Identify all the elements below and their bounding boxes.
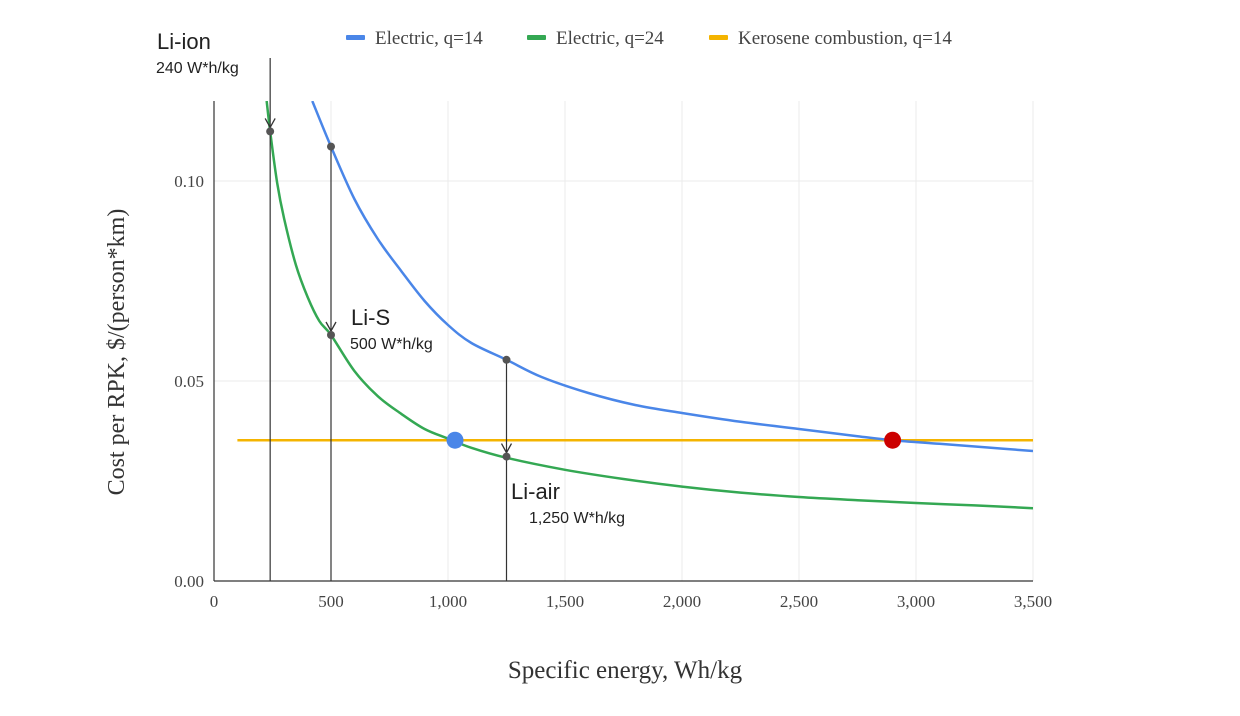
label-li-air-title: Li-air <box>511 479 560 504</box>
legend-label-electric-q-24: Electric, q=24 <box>556 28 664 49</box>
legend: Electric, q=14 Electric, q=24 Kerosene com… <box>346 28 952 49</box>
x-tick-label: 3,500 <box>1014 592 1052 611</box>
legend-swatch-kerosene-combustion-q-14 <box>709 35 728 40</box>
y-tick-label: 0.05 <box>174 372 204 391</box>
legend-label-electric-q-14: Electric, q=14 <box>375 28 483 49</box>
dot-li-ion <box>266 127 275 136</box>
dot-top-li-air <box>502 355 511 364</box>
blue-marker <box>446 431 464 449</box>
y-tick-label: 0.00 <box>174 572 204 591</box>
red-marker <box>884 431 902 449</box>
label-li-ion-subtitle: 240 W*h/kg <box>156 60 239 77</box>
x-tick-label: 2,000 <box>663 592 701 611</box>
label-li-s-title: Li-S <box>351 305 390 330</box>
annotation-layer: Li-ion 240 W*h/kg Li-S 500 W*h/kg Li-air 1,25… <box>156 29 625 581</box>
y-axis-title: Cost per RPK, $/(person*km) <box>104 209 130 496</box>
legend-swatch-electric-q-14 <box>346 35 365 40</box>
x-tick-label: 1,000 <box>429 592 467 611</box>
dot-li-air <box>502 452 511 461</box>
label-li-air-subtitle: 1,250 W*h/kg <box>529 510 625 527</box>
dot-li-s <box>327 331 335 339</box>
x-axis-title: Specific energy, Wh/kg <box>508 657 743 684</box>
x-tick-label: 1,500 <box>546 592 584 611</box>
label-li-ion-title: Li-ion <box>157 29 211 54</box>
label-li-s-subtitle: 500 W*h/kg <box>350 336 433 353</box>
series-line-electric-q-14 <box>311 101 1033 453</box>
legend-swatch-electric-q-24 <box>527 35 546 40</box>
axis-layer: 0 500 1,000 1,500 2,000 2,500 3,000 3,500 0.00 0.… <box>174 101 1052 611</box>
y-tick-label: 0.10 <box>174 172 204 191</box>
series-line-electric-q-24 <box>265 101 1033 510</box>
legend-label-kerosene-combustion-q-14: Kerosene combustion, q=14 <box>738 28 952 49</box>
dot-top-li-s <box>327 142 335 151</box>
x-tick-label: 0 <box>210 592 219 611</box>
x-tick-label: 3,000 <box>897 592 935 611</box>
x-tick-label: 500 <box>318 592 344 611</box>
x-tick-label: 2,500 <box>780 592 818 611</box>
grid-layer <box>214 101 1034 581</box>
marker-layer <box>446 431 902 449</box>
